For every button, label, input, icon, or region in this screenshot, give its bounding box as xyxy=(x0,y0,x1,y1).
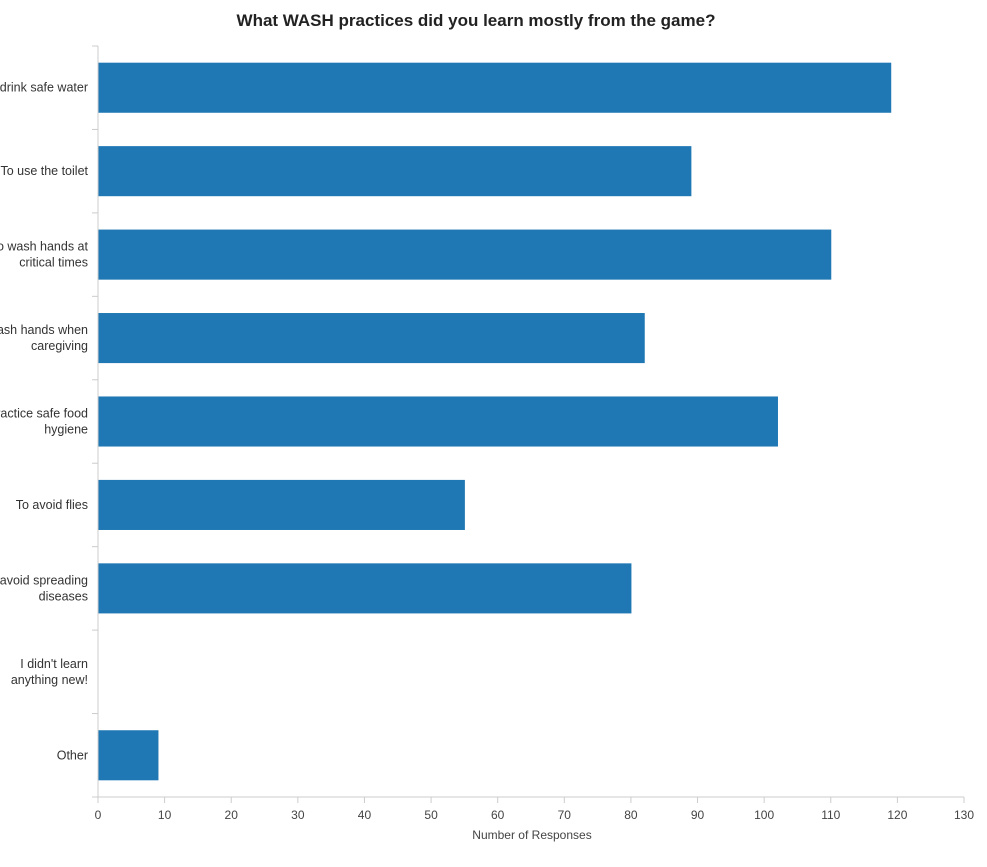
x-tick-label: 120 xyxy=(887,808,907,822)
category-label: To drink safe water xyxy=(0,81,88,95)
category-label: To use the toilet xyxy=(0,164,88,178)
x-tick-label: 110 xyxy=(821,808,840,822)
bar xyxy=(98,229,832,280)
bar xyxy=(98,563,632,614)
x-tick-label: 90 xyxy=(691,808,705,822)
bar xyxy=(98,396,778,447)
x-axis-title: Number of Responses xyxy=(472,828,591,842)
x-tick-label: 60 xyxy=(491,808,505,822)
x-tick-label: 130 xyxy=(954,808,974,822)
x-tick-label: 20 xyxy=(225,808,239,822)
category-label: To wash hands at critical times xyxy=(0,240,89,270)
bar xyxy=(98,313,645,364)
category-labels: To drink safe water To use the toilet To w… xyxy=(0,81,89,763)
x-tick-label: 10 xyxy=(158,808,172,822)
bars xyxy=(98,62,892,781)
category-label: To avoid flies xyxy=(16,498,88,512)
category-label: Other xyxy=(57,748,88,762)
x-tick-label: 50 xyxy=(424,808,438,822)
x-tick-label: 70 xyxy=(558,808,572,822)
category-label: I didn't learn anything new! xyxy=(11,657,88,687)
chart-title: What WASH practices did you learn mostly… xyxy=(237,11,716,30)
bar xyxy=(98,730,159,781)
x-tick-label: 40 xyxy=(358,808,372,822)
x-tick-label: 30 xyxy=(291,808,305,822)
axes xyxy=(92,45,964,798)
x-tick-label: 100 xyxy=(754,808,774,822)
bar xyxy=(98,479,465,530)
x-axis-ticks: 0 10 20 30 40 50 60 70 80 90 100 110 120 130 xyxy=(95,797,974,822)
bar xyxy=(98,62,892,113)
bar xyxy=(98,146,692,197)
x-tick-label: 0 xyxy=(95,808,102,822)
x-tick-label: 80 xyxy=(624,808,638,822)
